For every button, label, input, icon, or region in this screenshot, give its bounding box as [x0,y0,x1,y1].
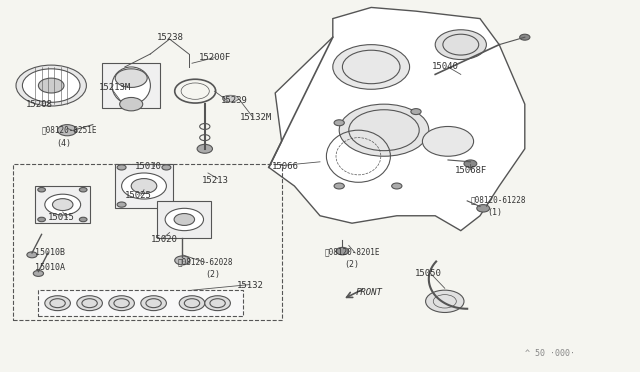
Text: 15025: 15025 [125,191,152,200]
Circle shape [175,256,190,265]
Text: 15213: 15213 [202,176,228,185]
Circle shape [45,194,81,215]
Circle shape [16,65,86,106]
Circle shape [333,45,410,89]
Circle shape [52,199,73,211]
Text: (2): (2) [205,270,220,279]
Bar [38,290,243,316]
Text: (4): (4) [56,139,71,148]
Text: 15010A: 15010A [35,263,65,272]
Circle shape [38,217,45,222]
Circle shape [179,296,205,311]
Circle shape [162,165,171,170]
Bar [13,164,282,320]
Text: 15010B: 15010B [35,248,65,257]
Ellipse shape [223,95,238,102]
Circle shape [45,296,70,311]
Circle shape [38,187,45,192]
Circle shape [411,109,421,115]
Circle shape [27,252,37,258]
Ellipse shape [112,67,150,104]
Circle shape [79,217,87,222]
Bar [35,186,90,223]
Circle shape [336,247,349,255]
Circle shape [392,183,402,189]
Text: Ⓑ08120-8201E: Ⓑ08120-8201E [325,248,381,257]
Circle shape [117,165,126,170]
Circle shape [435,30,486,60]
Circle shape [58,125,77,136]
Text: FRONT: FRONT [355,288,382,296]
Text: 15066: 15066 [272,162,299,171]
Bar [157,201,211,238]
Text: 15213M: 15213M [99,83,131,92]
Text: Ⓑ08120-8251E: Ⓑ08120-8251E [42,125,97,134]
Circle shape [520,34,530,40]
Text: (1): (1) [488,208,502,217]
Circle shape [122,173,166,199]
Text: 15132: 15132 [237,281,264,290]
Text: 15238: 15238 [157,33,184,42]
Circle shape [422,126,474,156]
Circle shape [131,179,157,193]
Bar [102,63,160,108]
Circle shape [205,296,230,311]
Text: (2): (2) [344,260,359,269]
Circle shape [334,120,344,126]
Text: 15068F: 15068F [454,166,486,175]
Circle shape [120,97,143,111]
Circle shape [115,69,147,87]
Circle shape [464,160,477,167]
Circle shape [174,214,195,225]
Circle shape [334,183,344,189]
Circle shape [38,78,64,93]
Text: Ⓑ08120-62028: Ⓑ08120-62028 [178,258,234,267]
Circle shape [117,202,126,207]
Polygon shape [269,7,525,231]
Text: 15200F: 15200F [198,53,230,62]
Text: 15015: 15015 [48,213,75,222]
Circle shape [339,104,429,156]
Circle shape [426,290,464,312]
Circle shape [109,296,134,311]
Circle shape [165,208,204,231]
Bar [115,164,173,208]
Text: 15010: 15010 [134,162,161,171]
Circle shape [197,144,212,153]
Text: 15020: 15020 [150,235,177,244]
Text: 15132M: 15132M [240,113,272,122]
Text: 15239: 15239 [221,96,248,105]
Text: 15040: 15040 [432,62,459,71]
Circle shape [77,296,102,311]
Circle shape [141,296,166,311]
Text: 15208: 15208 [26,100,52,109]
Circle shape [22,69,80,102]
Text: Ⓑ08120-61228: Ⓑ08120-61228 [470,196,526,205]
Circle shape [79,187,87,192]
Text: 15050: 15050 [415,269,442,278]
Text: ^ 50 ·000·: ^ 50 ·000· [525,349,575,358]
Circle shape [33,270,44,276]
Circle shape [477,205,490,212]
Circle shape [162,202,171,207]
